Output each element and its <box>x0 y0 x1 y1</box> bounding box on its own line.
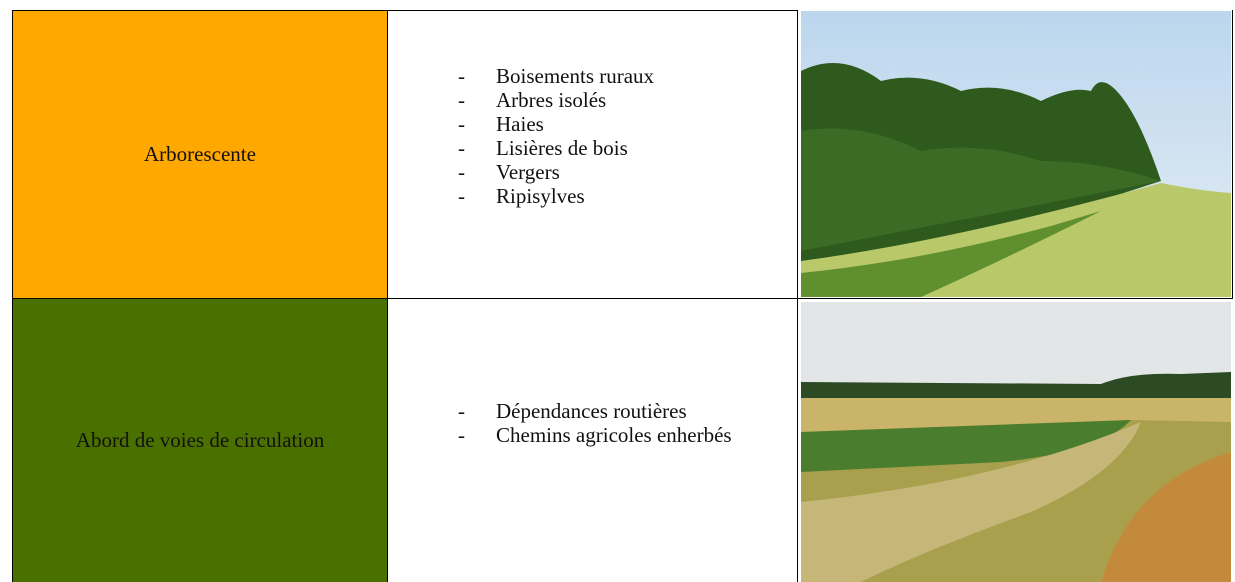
category-label: Arborescente <box>144 142 256 167</box>
list-item: Vergers <box>458 160 786 184</box>
items-cell: Dépendances routièresChemins agricoles e… <box>387 298 798 582</box>
page: Arborescente Boisements rurauxArbres iso… <box>0 0 1235 582</box>
list-item: Haies <box>458 112 786 136</box>
category-cell: Arborescente <box>12 10 388 299</box>
item-list: Dépendances routièresChemins agricoles e… <box>458 399 786 447</box>
hedge-photo <box>801 11 1231 297</box>
list-item: Dépendances routières <box>458 399 786 423</box>
category-label: Abord de voies de circulation <box>76 428 324 453</box>
items-cell: Boisements rurauxArbres isolésHaiesLisiè… <box>387 10 798 299</box>
list-item: Lisières de bois <box>458 136 786 160</box>
item-list: Boisements rurauxArbres isolésHaiesLisiè… <box>458 64 786 208</box>
list-item: Chemins agricoles enherbés <box>458 423 786 447</box>
image-cell <box>797 10 1233 299</box>
image-cell <box>797 298 1233 582</box>
field-photo <box>801 302 1231 582</box>
list-item: Arbres isolés <box>458 88 786 112</box>
table: Arborescente Boisements rurauxArbres iso… <box>12 10 1233 582</box>
category-cell: Abord de voies de circulation <box>12 298 388 582</box>
list-item: Boisements ruraux <box>458 64 786 88</box>
list-item: Ripisylves <box>458 184 786 208</box>
